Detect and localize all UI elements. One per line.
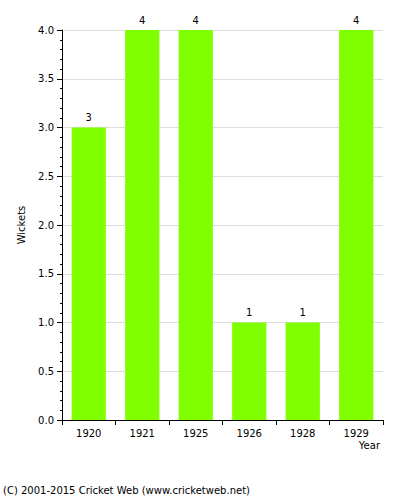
svg-text:1921: 1921 bbox=[130, 428, 155, 439]
svg-text:4: 4 bbox=[353, 15, 359, 26]
svg-text:1.0: 1.0 bbox=[38, 317, 54, 328]
svg-text:1.5: 1.5 bbox=[38, 268, 54, 279]
svg-text:1925: 1925 bbox=[183, 428, 208, 439]
svg-text:2.0: 2.0 bbox=[38, 220, 54, 231]
svg-text:1928: 1928 bbox=[290, 428, 315, 439]
svg-text:3.0: 3.0 bbox=[38, 122, 54, 133]
svg-text:4: 4 bbox=[193, 15, 199, 26]
svg-text:1: 1 bbox=[300, 307, 306, 318]
svg-text:1929: 1929 bbox=[344, 428, 369, 439]
svg-text:Wickets: Wickets bbox=[16, 206, 27, 245]
svg-text:1: 1 bbox=[246, 307, 252, 318]
svg-text:3.5: 3.5 bbox=[38, 73, 54, 84]
svg-text:3: 3 bbox=[86, 112, 92, 123]
svg-text:0.5: 0.5 bbox=[38, 366, 54, 377]
svg-text:4: 4 bbox=[139, 15, 145, 26]
svg-text:2.5: 2.5 bbox=[38, 171, 54, 182]
svg-text:1920: 1920 bbox=[76, 428, 101, 439]
svg-text:0.0: 0.0 bbox=[38, 415, 54, 426]
svg-text:1926: 1926 bbox=[237, 428, 262, 439]
svg-text:4.0: 4.0 bbox=[38, 25, 54, 36]
svg-text:(C) 2001-2015 Cricket Web (www: (C) 2001-2015 Cricket Web (www.cricketwe… bbox=[3, 485, 250, 496]
svg-text:Year: Year bbox=[358, 440, 381, 451]
